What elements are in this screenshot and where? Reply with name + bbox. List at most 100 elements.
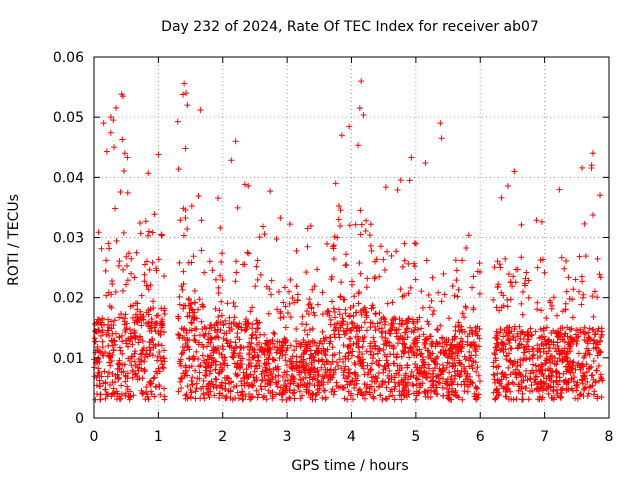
data-point xyxy=(210,384,217,391)
data-point xyxy=(537,257,544,264)
data-point xyxy=(364,362,371,369)
data-point xyxy=(319,340,326,347)
data-point xyxy=(180,305,187,312)
data-point xyxy=(490,371,497,378)
data-point xyxy=(157,391,164,398)
data-point xyxy=(522,356,529,363)
data-point xyxy=(476,260,483,267)
data-point xyxy=(326,312,333,319)
data-point xyxy=(380,314,387,321)
data-point xyxy=(319,328,326,335)
x-tick-label: 5 xyxy=(411,429,420,445)
data-point xyxy=(297,376,304,383)
data-point xyxy=(227,378,234,385)
data-point xyxy=(500,302,507,309)
data-point xyxy=(387,388,394,395)
data-point xyxy=(155,256,162,263)
data-point xyxy=(389,324,396,331)
data-point xyxy=(493,304,500,311)
data-point xyxy=(432,355,439,362)
data-point xyxy=(214,195,221,202)
data-point xyxy=(357,207,364,214)
data-point xyxy=(294,291,301,298)
data-point xyxy=(318,379,325,386)
data-point xyxy=(149,229,156,236)
data-point xyxy=(502,372,509,379)
data-point xyxy=(412,276,419,283)
data-point xyxy=(428,297,435,304)
data-point xyxy=(597,349,604,356)
data-point xyxy=(383,357,390,364)
data-point xyxy=(537,326,544,333)
data-point xyxy=(102,386,109,393)
data-point xyxy=(532,362,539,369)
data-point xyxy=(343,251,350,258)
data-point xyxy=(558,254,565,261)
data-point xyxy=(474,384,481,391)
data-point xyxy=(413,337,420,344)
data-point xyxy=(336,349,343,356)
data-point xyxy=(527,325,534,332)
data-point xyxy=(515,381,522,388)
data-point xyxy=(236,320,243,327)
data-point xyxy=(261,331,268,338)
data-point xyxy=(426,365,433,372)
data-point xyxy=(392,383,399,390)
data-point xyxy=(387,330,394,337)
data-point xyxy=(511,168,518,175)
data-point xyxy=(350,340,357,347)
data-point xyxy=(500,343,507,350)
data-point xyxy=(591,388,598,395)
data-point xyxy=(143,347,150,354)
data-point xyxy=(512,337,519,344)
data-point xyxy=(438,369,445,376)
data-point xyxy=(344,321,351,328)
data-point xyxy=(102,349,109,356)
data-point xyxy=(581,331,588,338)
data-point xyxy=(583,338,590,345)
data-point xyxy=(466,363,473,370)
data-point xyxy=(332,180,339,187)
data-point xyxy=(361,304,368,311)
data-point xyxy=(548,394,555,401)
data-point xyxy=(337,383,344,390)
data-point xyxy=(103,257,110,264)
data-point xyxy=(211,392,218,399)
data-point xyxy=(414,366,421,373)
data-point xyxy=(230,383,237,390)
data-point xyxy=(105,322,112,329)
data-point xyxy=(416,380,423,387)
data-point xyxy=(401,343,408,350)
data-point xyxy=(596,337,603,344)
data-point xyxy=(524,333,531,340)
data-point xyxy=(586,335,593,342)
data-point xyxy=(347,342,354,349)
data-point xyxy=(527,388,534,395)
data-point xyxy=(426,304,433,311)
data-point xyxy=(304,225,311,232)
data-point xyxy=(391,396,398,403)
data-point xyxy=(116,258,123,265)
data-point xyxy=(491,350,498,357)
data-point xyxy=(258,346,265,353)
data-point xyxy=(397,177,404,184)
data-point xyxy=(508,345,515,352)
data-point xyxy=(191,314,198,321)
data-point xyxy=(446,369,453,376)
data-point xyxy=(399,335,406,342)
data-point xyxy=(491,376,498,383)
data-point xyxy=(228,157,235,164)
data-point xyxy=(131,358,138,365)
data-point xyxy=(124,154,131,161)
x-tick-label: 7 xyxy=(540,429,549,445)
data-point xyxy=(118,391,125,398)
data-point xyxy=(367,348,374,355)
data-point xyxy=(123,281,130,288)
data-point xyxy=(591,331,598,338)
data-point xyxy=(459,396,466,403)
data-point xyxy=(462,356,469,363)
data-point xyxy=(413,352,420,359)
data-point xyxy=(249,382,256,389)
data-point xyxy=(360,338,367,345)
data-point xyxy=(295,340,302,347)
